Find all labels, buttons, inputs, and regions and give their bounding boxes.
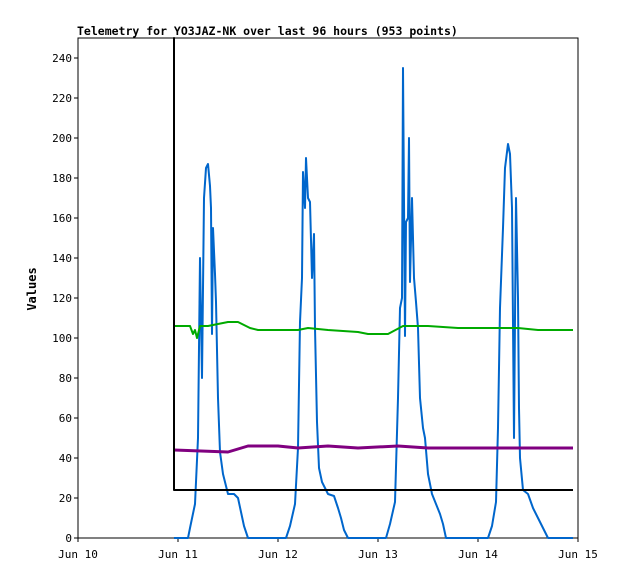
y-tick-label: 60: [59, 412, 72, 425]
x-axis: Jun 10 Jun 11 Jun 12 Jun 13 Jun 14 Jun 15: [58, 538, 598, 561]
y-tick-label: 200: [52, 132, 72, 145]
y-tick-label: 100: [52, 332, 72, 345]
chart-title: Telemetry for YO3JAZ-NK over last 96 hou…: [77, 24, 458, 38]
y-tick-label: 0: [65, 532, 72, 545]
y-tick-label: 20: [59, 492, 72, 505]
y-tick-label: 160: [52, 212, 72, 225]
plot-frame: [77, 37, 579, 539]
series-group: [173, 37, 573, 539]
x-tick-label: Jun 10: [58, 548, 98, 561]
y-tick-label: 140: [52, 252, 72, 265]
x-tick-label: Jun 13: [358, 548, 398, 561]
series-line-1: [174, 67, 573, 539]
y-tick-label: 240: [52, 52, 72, 65]
y-tick-label: 180: [52, 172, 72, 185]
y-tick-label: 220: [52, 92, 72, 105]
y-tick-label: 80: [59, 372, 72, 385]
y-tick-label: 40: [59, 452, 72, 465]
series-line-3: [173, 444, 573, 454]
y-axis: 0 20 40 60 80 100 120 140 160 180 200 220 240: [52, 52, 78, 545]
series-line-2: [174, 321, 573, 339]
x-tick-label: Jun 12: [258, 548, 298, 561]
x-tick-label: Jun 15: [558, 548, 598, 561]
y-axis-label: Values: [25, 267, 39, 310]
x-tick-label: Jun 11: [158, 548, 198, 561]
y-tick-label: 120: [52, 292, 72, 305]
series-line-4: [173, 37, 573, 491]
x-tick-label: Jun 14: [458, 548, 498, 561]
